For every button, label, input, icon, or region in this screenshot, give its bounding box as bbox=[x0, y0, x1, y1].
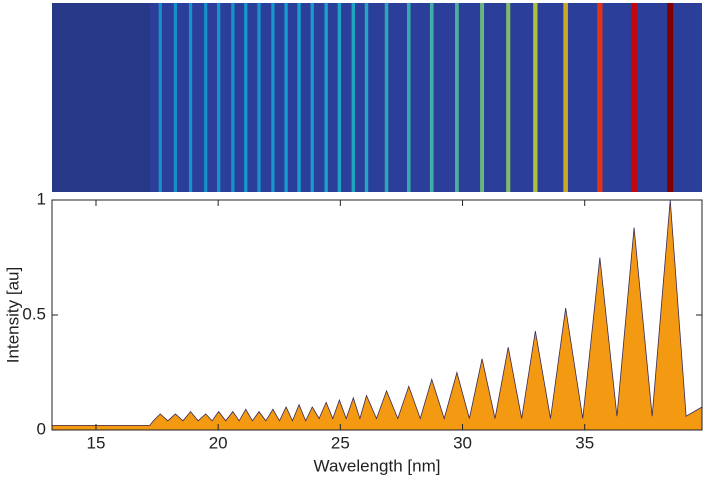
detector-line bbox=[455, 3, 459, 192]
detector-line bbox=[324, 3, 328, 192]
detector-line bbox=[158, 3, 162, 192]
line bbox=[52, 199, 703, 426]
detector-line bbox=[231, 3, 235, 192]
plot-frame bbox=[51, 199, 703, 431]
detector-line bbox=[506, 3, 511, 192]
detector-line bbox=[297, 3, 301, 192]
detector-line bbox=[480, 3, 485, 192]
detector-line bbox=[337, 3, 342, 192]
detector-line bbox=[429, 3, 434, 192]
detector-line bbox=[204, 3, 208, 192]
area bbox=[52, 200, 702, 430]
detector-image bbox=[52, 3, 702, 192]
plot bbox=[52, 199, 703, 431]
detector-line bbox=[244, 3, 248, 192]
x-axis-label: Wavelength [nm] bbox=[314, 456, 441, 475]
detector-line bbox=[217, 3, 221, 192]
x-tick-label: 20 bbox=[209, 433, 228, 452]
y-tick-label: 0 bbox=[37, 419, 46, 438]
detector-line bbox=[351, 3, 356, 192]
y-tick-label: 0.5 bbox=[22, 304, 46, 323]
detector-line bbox=[188, 3, 193, 192]
detector-line bbox=[173, 3, 178, 192]
x-tick-label: 25 bbox=[331, 433, 350, 452]
x-tick-label: 30 bbox=[453, 433, 472, 452]
detector-line bbox=[667, 3, 674, 192]
detector-line bbox=[597, 3, 603, 192]
y-axis-label: Intensity [au] bbox=[3, 267, 22, 363]
detector-line bbox=[384, 3, 389, 192]
detector-line bbox=[533, 3, 538, 192]
detector-line bbox=[563, 3, 568, 192]
detector-dark-region bbox=[52, 3, 150, 192]
x-tick-label: 15 bbox=[87, 433, 106, 452]
detector-lines bbox=[158, 3, 674, 192]
detector-line bbox=[257, 3, 261, 192]
detector-line bbox=[631, 3, 637, 192]
detector-line bbox=[364, 3, 369, 192]
detector-line bbox=[406, 3, 411, 192]
detector-line bbox=[310, 3, 314, 192]
detector-line bbox=[284, 3, 288, 192]
y-tick-label: 1 bbox=[37, 189, 46, 208]
detector-line bbox=[271, 3, 275, 192]
x-tick-label: 35 bbox=[575, 433, 594, 452]
